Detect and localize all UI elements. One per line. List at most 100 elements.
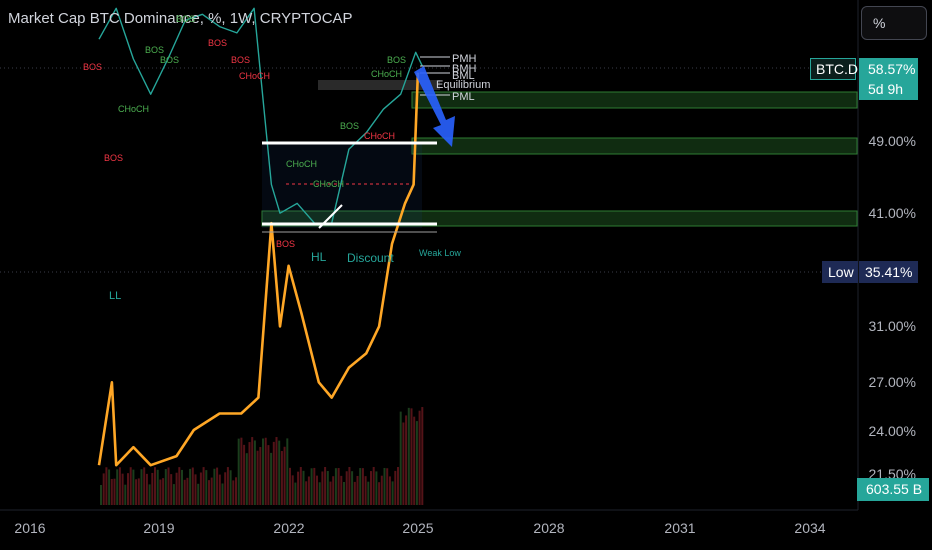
countdown-badge: 5d 9h <box>859 80 918 100</box>
low-value-badge: 35.41% <box>859 261 918 283</box>
volume-bar <box>221 483 224 505</box>
symbol-badge: BTC.D <box>810 58 858 80</box>
volume-bar <box>270 452 273 505</box>
volume-bar <box>275 437 278 505</box>
y-tick: 24.00% <box>868 423 916 439</box>
volume-bar <box>321 471 324 505</box>
volume-bar <box>178 467 181 505</box>
volume-bar <box>310 468 313 505</box>
y-tick: 27.00% <box>868 374 916 390</box>
volume-bar <box>218 474 221 505</box>
bmh-label: BMH <box>452 63 477 75</box>
chart-title: Market Cap BTC Dominance, %, 1W, CRYPTOC… <box>8 10 353 27</box>
trend-line <box>318 204 343 229</box>
x-tick: 2034 <box>794 520 826 536</box>
volume-bar <box>118 467 121 505</box>
choch-label: CHoCH <box>364 131 396 141</box>
low-label-badge: Low <box>822 261 858 283</box>
bos-label: BOS <box>104 153 124 163</box>
volume-bar <box>380 475 383 505</box>
volume-bar <box>216 467 219 505</box>
volume-bar <box>415 421 418 505</box>
volume-bar <box>140 469 143 505</box>
volume-bar <box>356 475 359 505</box>
discount-label: Discount <box>347 251 394 265</box>
volume-bar <box>135 479 138 505</box>
x-tick: 2019 <box>143 520 175 536</box>
volume-bar <box>407 407 410 505</box>
equilibrium-label: Equilibrium <box>436 79 491 91</box>
volume-bar <box>175 472 178 505</box>
volume-bar <box>162 478 165 505</box>
volume-bar <box>145 473 148 505</box>
volume-bar <box>108 469 111 505</box>
volume-bar <box>313 467 316 505</box>
btc-dominance-line <box>98 7 423 224</box>
x-tick: 2016 <box>14 520 46 536</box>
volume-bar <box>105 467 108 505</box>
volume-bar <box>405 415 408 505</box>
volume-bar <box>383 467 386 505</box>
volume-bar <box>294 482 297 505</box>
volume-bar <box>194 474 197 505</box>
y-tick: 31.00% <box>868 318 916 334</box>
volume-bar <box>367 481 370 505</box>
bos-label: BOS <box>340 121 360 131</box>
volume-bar <box>375 471 378 505</box>
volume-bar <box>299 467 302 505</box>
volume-bar <box>251 437 254 505</box>
volume-bar <box>359 468 362 505</box>
bos-label: BOS <box>160 55 180 65</box>
volume-bar <box>264 437 267 505</box>
percent-scale-button[interactable]: % <box>861 6 927 40</box>
volume-bar <box>340 475 343 505</box>
volume-bar <box>237 438 240 505</box>
choch-label: CHoCH <box>313 179 345 189</box>
volume-bar <box>302 470 305 505</box>
volume-bar <box>334 468 337 505</box>
volume-bar <box>100 485 102 505</box>
x-tick: 2025 <box>402 520 434 536</box>
volume-bar <box>253 440 256 505</box>
volume-bar <box>240 437 243 505</box>
volume-bar <box>235 477 237 505</box>
pmh-label: PMH <box>452 53 477 65</box>
supply-zone <box>411 137 858 155</box>
y-tick: 49.00% <box>868 133 916 149</box>
discount-box <box>262 143 422 228</box>
volume-bar <box>199 472 202 505</box>
volume-bar <box>127 473 129 505</box>
bos-label: BOS <box>276 239 296 249</box>
volume-bar <box>413 416 416 505</box>
volume-bar <box>267 445 270 505</box>
choch-label: CHoCH <box>371 69 403 79</box>
volume-bar <box>229 470 232 505</box>
volume-bar <box>213 468 216 505</box>
volume-bar <box>272 441 275 505</box>
volume-bar <box>345 471 348 505</box>
volume-bar <box>291 475 294 505</box>
volume-bar <box>343 481 345 505</box>
volume-bar <box>256 450 259 505</box>
bos-label: BOS <box>83 62 103 72</box>
premium-zone <box>411 91 858 109</box>
ll-label: LL <box>109 290 122 302</box>
volume-bar <box>259 447 262 505</box>
volume-bar <box>121 473 124 505</box>
bos-label: BOS <box>231 55 251 65</box>
volume-bar <box>399 411 402 505</box>
volume-bar <box>151 472 154 505</box>
volume-bar <box>224 472 227 505</box>
volume-bar <box>410 408 413 505</box>
x-tick: 2028 <box>533 520 565 536</box>
volume-bars <box>100 407 424 505</box>
volume-bar <box>143 467 146 505</box>
y-tick: 41.00% <box>868 205 916 221</box>
volume-bar <box>202 467 205 505</box>
bos-label: BOS <box>145 45 165 55</box>
volume-bar <box>386 468 389 505</box>
volume-bar <box>361 468 364 505</box>
volume-bar <box>183 479 186 505</box>
bml-label: BML <box>452 70 475 82</box>
